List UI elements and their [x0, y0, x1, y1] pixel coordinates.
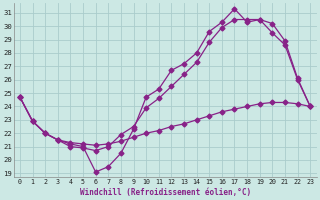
- X-axis label: Windchill (Refroidissement éolien,°C): Windchill (Refroidissement éolien,°C): [79, 188, 251, 197]
